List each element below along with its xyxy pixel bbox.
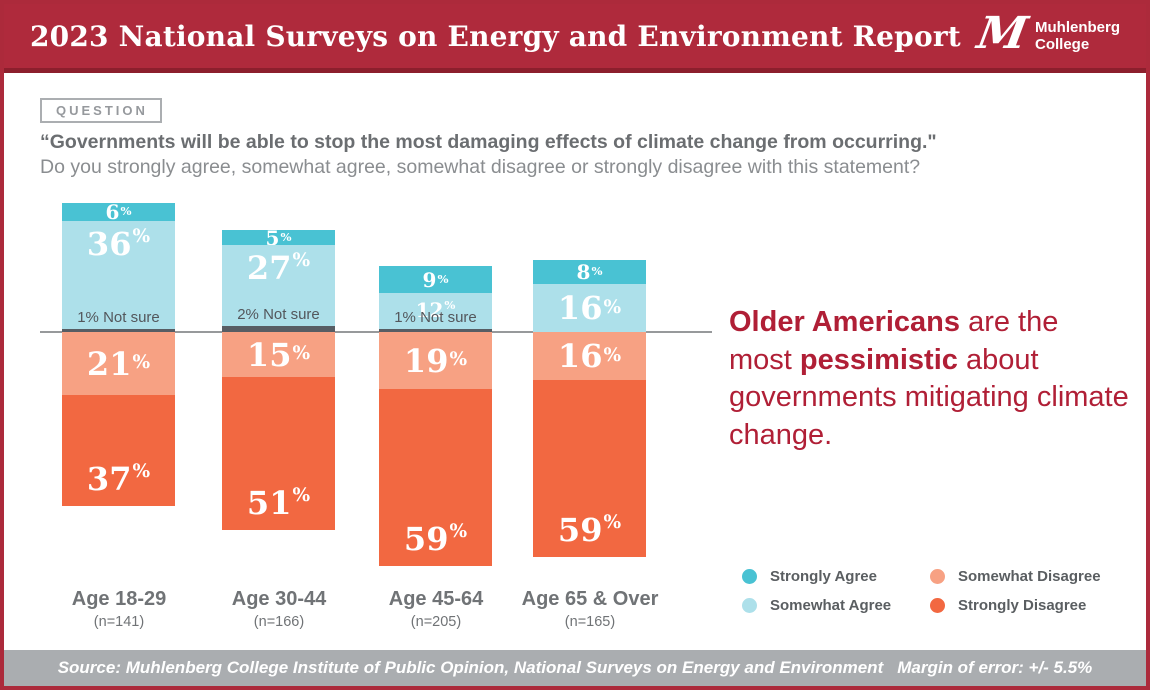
segment-strongly-agree: 8% <box>533 260 646 284</box>
annotation-bold-text: pessimistic <box>799 343 958 376</box>
segment-not-sure <box>62 329 175 332</box>
segment-value-label: 21% <box>86 344 151 383</box>
segment-somewhat-agree: 27% 2% Not sure <box>222 245 335 326</box>
source-text: Source: Muhlenberg College Institute of … <box>57 658 884 677</box>
age-group-label: Age 18-29 <box>71 588 167 610</box>
header-band: 2023 National Surveys on Energy and Envi… <box>4 4 1146 68</box>
segment-strongly-disagree: 51% <box>222 377 335 530</box>
segment-value-label: 12% <box>415 298 456 322</box>
segment-value-label: 59% <box>403 520 468 558</box>
not-sure-label: 1% Not sure <box>394 309 477 326</box>
sample-size-label: (n=141) <box>93 614 145 630</box>
legend-item-strongly-agree: Strongly Agree <box>742 568 930 585</box>
annotation-text: are the most <box>729 306 1059 376</box>
segment-value-label: 36% <box>86 225 151 263</box>
segment-value-label: 27% <box>246 249 311 287</box>
key-finding-annotation: Older Americans are the most pessimistic… <box>729 304 1129 455</box>
segment-strongly-agree: 6% <box>62 200 175 224</box>
segment-value-label: 6% <box>105 200 132 224</box>
category-label: Age 18-29 (n=141) <box>39 588 199 630</box>
segment-value-label: 5% <box>265 225 292 250</box>
bar-group-age-18-29: 6% 36% 1% Not sure 21% 37% Age 18-29 (n=141) <box>62 4 175 686</box>
report-title: 2023 National Surveys on Energy and Envi… <box>30 19 961 53</box>
legend-label: Strongly Disagree <box>958 597 1087 614</box>
logo-line2: College <box>1035 36 1090 53</box>
bar-group-age-65-over: 8% 16% 16% 59% Age 65 & Over (n=165) <box>522 4 658 686</box>
legend-item-somewhat-agree: Somewhat Agree <box>742 597 930 614</box>
axis-line <box>40 331 712 333</box>
bar-group-age-30-44: 5% 27% 2% Not sure 15% 51% Age 30-44 (n=166) <box>222 4 335 686</box>
sample-size-label: (n=166) <box>253 614 305 630</box>
segment-strongly-disagree: 59% <box>533 380 646 557</box>
segment-value-label: 16% <box>557 337 622 375</box>
age-group-label: Age 45-64 <box>388 588 484 610</box>
segment-somewhat-disagree: 21% <box>62 332 175 395</box>
segment-strongly-disagree: 37% <box>62 395 175 506</box>
segment-strongly-agree: 5% <box>222 225 335 250</box>
legend-dot-icon <box>930 569 945 584</box>
segment-somewhat-agree: 16% <box>533 284 646 332</box>
not-sure-label: 1% Not sure <box>77 309 160 326</box>
category-label: Age 30-44 (n=166) <box>199 588 359 630</box>
legend-item-somewhat-disagree: Somewhat Disagree <box>930 568 1101 585</box>
not-sure-label: 2% Not sure <box>237 306 320 323</box>
segment-not-sure <box>379 329 492 332</box>
legend-label: Strongly Agree <box>770 568 877 585</box>
segment-somewhat-disagree: 15% <box>222 332 335 377</box>
legend-dot-icon <box>742 569 757 584</box>
legend-label: Somewhat Agree <box>770 597 892 614</box>
annotation-text: about governments mitigating climate cha… <box>729 343 1129 452</box>
source-footer: Source: Muhlenberg College Institute of … <box>4 650 1146 686</box>
legend-item-strongly-disagree: Strongly Disagree <box>930 597 1101 614</box>
sample-size-label: (n=205) <box>410 614 462 630</box>
legend-dot-icon <box>930 598 945 613</box>
segment-value-label: 37% <box>86 460 151 498</box>
segment-somewhat-agree: 36% 1% Not sure <box>62 221 175 329</box>
logo-text: Muhlenberg College <box>1035 19 1120 54</box>
bar-group-age-45-64: 9% 12% 1% Not sure 19% 59% Age 45-64 (n=205) <box>379 4 492 686</box>
logo-line1: Muhlenberg <box>1035 18 1120 36</box>
question-prompt: Do you strongly agree, somewhat agree, s… <box>40 156 921 178</box>
header-accent-strip <box>4 68 1146 73</box>
chart-legend: Strongly Agree Somewhat Agree Somewhat Dis… <box>742 568 1101 614</box>
segment-value-label: 15% <box>246 335 311 374</box>
segment-value-label: 8% <box>576 260 603 284</box>
annotation-bold-text: Older Americans <box>729 306 961 338</box>
category-label: Age 45-64 (n=205) <box>356 588 516 630</box>
segment-somewhat-agree: 12% 1% Not sure <box>379 293 492 329</box>
segment-somewhat-disagree: 16% <box>533 332 646 380</box>
legend-dot-icon <box>742 598 757 613</box>
segment-value-label: 16% <box>557 289 622 327</box>
legend-label: Somewhat Disagree <box>958 568 1101 585</box>
segment-not-sure <box>222 326 335 332</box>
margin-of-error-text: Margin of error: +/- 5.5% <box>897 658 1093 677</box>
segment-strongly-disagree: 59% <box>379 389 492 566</box>
sample-size-label: (n=165) <box>564 614 616 630</box>
age-group-label: Age 65 & Over <box>521 588 659 610</box>
segment-value-label: 51% <box>246 484 311 522</box>
category-label: Age 65 & Over (n=165) <box>510 588 670 630</box>
question-statement: “Governments will be able to stop the mo… <box>40 131 937 153</box>
segment-value-label: 19% <box>403 341 468 380</box>
segment-somewhat-disagree: 19% <box>379 332 492 389</box>
segment-value-label: 59% <box>557 511 622 549</box>
question-tag: QUESTION <box>40 98 162 123</box>
age-group-label: Age 30-44 <box>231 588 327 610</box>
segment-strongly-agree: 9% <box>379 266 492 293</box>
segment-value-label: 9% <box>422 267 449 292</box>
muhlenberg-logo: M Muhlenberg College <box>974 8 1120 59</box>
stacked-bar-chart: 6% 36% 1% Not sure 21% 37% Age 18-29 (n=141) 5%… <box>4 4 1146 686</box>
